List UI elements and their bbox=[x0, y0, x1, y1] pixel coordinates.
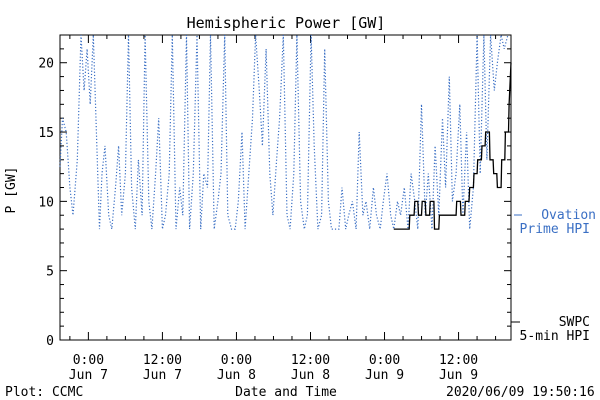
x-tick-time-label: 12:00 bbox=[291, 353, 330, 368]
series-layer bbox=[59, 34, 512, 230]
series-ovation-prime-hpi bbox=[59, 34, 509, 230]
y-tick-label: 5 bbox=[46, 265, 54, 280]
x-tick-time-label: 12:00 bbox=[439, 353, 478, 368]
plot-source-label: Plot: CCMC bbox=[5, 385, 83, 400]
y-tick-label: 15 bbox=[38, 126, 54, 141]
x-tick-date-label: Jun 9 bbox=[439, 368, 478, 383]
legend-ovation: Ovation Prime HPI bbox=[514, 208, 596, 237]
x-axis-label: Date and Time bbox=[235, 385, 337, 400]
x-tick-date-label: Jun 8 bbox=[291, 368, 330, 383]
chart-title: Hemispheric Power [GW] bbox=[187, 14, 386, 32]
x-tick-date-label: Jun 9 bbox=[365, 368, 404, 383]
x-tick-time-label: 12:00 bbox=[143, 353, 182, 368]
y-tick-label: 0 bbox=[46, 334, 54, 349]
y-tick-label: 10 bbox=[38, 195, 54, 210]
x-tick-date-label: Jun 7 bbox=[69, 368, 108, 383]
x-tick-date-label: Jun 8 bbox=[217, 368, 256, 383]
series-swpc-5min-hpi bbox=[393, 62, 512, 230]
legend-swpc-label-2: 5-min HPI bbox=[520, 329, 590, 344]
y-axis-ticks: 0 5 10 15 20 bbox=[38, 48, 511, 349]
x-tick-time-label: 0:00 bbox=[369, 353, 400, 368]
x-tick-date-label: Jun 7 bbox=[143, 368, 182, 383]
legend-ovation-label-1: Ovation bbox=[541, 208, 596, 223]
y-tick-label: 20 bbox=[38, 57, 54, 72]
plot-timestamp: 2020/06/09 19:50:16 bbox=[446, 385, 595, 400]
legend-swpc-label-1: SWPC bbox=[559, 315, 590, 330]
y-axis-label: P [GW] bbox=[4, 167, 19, 214]
legend-ovation-label-2: Prime HPI bbox=[520, 222, 590, 237]
x-tick-time-label: 0:00 bbox=[221, 353, 252, 368]
legend-swpc: SWPC 5-min HPI bbox=[511, 315, 590, 344]
x-tick-time-label: 0:00 bbox=[73, 353, 104, 368]
